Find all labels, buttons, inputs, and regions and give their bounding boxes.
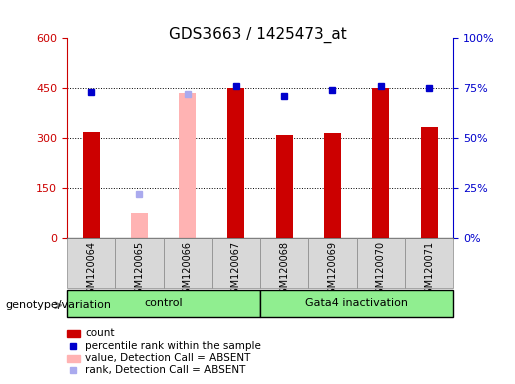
FancyBboxPatch shape — [260, 290, 453, 317]
FancyBboxPatch shape — [260, 238, 308, 288]
Bar — [324, 133, 341, 238]
Text: percentile rank within the sample: percentile rank within the sample — [85, 341, 261, 351]
FancyBboxPatch shape — [405, 238, 453, 288]
Text: genotype/variation: genotype/variation — [5, 300, 111, 310]
Bar — [228, 88, 245, 238]
Bar — [372, 88, 389, 238]
Text: GSM120070: GSM120070 — [376, 240, 386, 300]
FancyBboxPatch shape — [308, 238, 356, 288]
Text: GSM120071: GSM120071 — [424, 240, 434, 300]
FancyBboxPatch shape — [356, 238, 405, 288]
FancyBboxPatch shape — [67, 238, 115, 288]
Text: GSM120067: GSM120067 — [231, 240, 241, 300]
Text: GDS3663 / 1425473_at: GDS3663 / 1425473_at — [168, 27, 347, 43]
Text: count: count — [85, 328, 114, 338]
Text: value, Detection Call = ABSENT: value, Detection Call = ABSENT — [85, 353, 250, 363]
Bar — [179, 93, 196, 238]
Text: GSM120064: GSM120064 — [86, 240, 96, 300]
Text: GSM120066: GSM120066 — [183, 240, 193, 300]
Text: GSM120068: GSM120068 — [279, 240, 289, 300]
Text: control: control — [144, 298, 183, 308]
FancyBboxPatch shape — [212, 238, 260, 288]
Bar — [82, 132, 99, 238]
FancyBboxPatch shape — [115, 238, 163, 288]
Text: rank, Detection Call = ABSENT: rank, Detection Call = ABSENT — [85, 365, 245, 375]
FancyBboxPatch shape — [67, 290, 260, 317]
Bar — [421, 127, 438, 238]
FancyBboxPatch shape — [163, 238, 212, 288]
Text: GSM120069: GSM120069 — [328, 240, 337, 300]
Text: Gata4 inactivation: Gata4 inactivation — [305, 298, 408, 308]
Bar — [276, 135, 293, 238]
Bar — [131, 213, 148, 238]
Text: GSM120065: GSM120065 — [134, 240, 144, 300]
